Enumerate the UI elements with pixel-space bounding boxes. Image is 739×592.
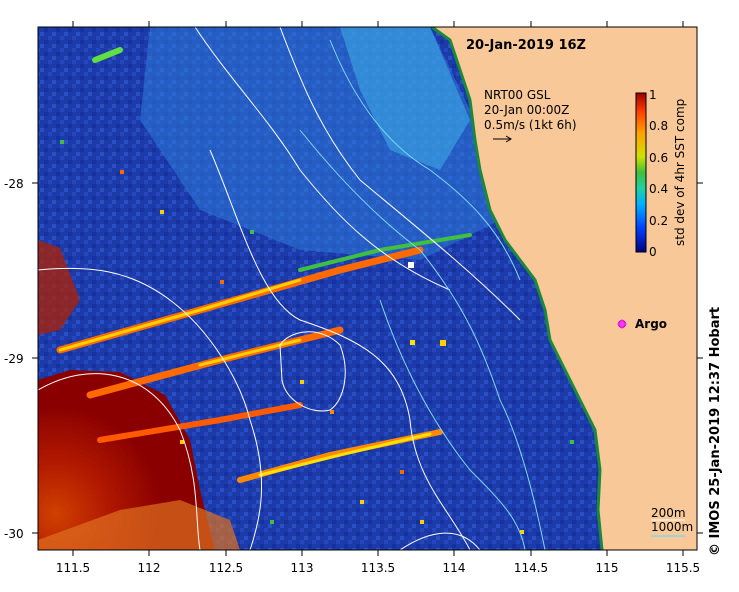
current-scale-arrow (493, 135, 512, 143)
x-tick-label: 114 (443, 561, 466, 575)
current-scale-label: 0.5m/s (1kt 6h) (484, 118, 577, 132)
y-tick-label: -28 (4, 177, 24, 191)
sst-speckles (60, 140, 574, 534)
x-tick-label: 112.5 (209, 561, 243, 575)
colorbar-tick: 0.6 (649, 151, 668, 165)
x-tick-label: 113.5 (361, 561, 395, 575)
x-tick-label: 115 (596, 561, 619, 575)
map-title: 20-Jan-2019 16Z (466, 38, 586, 53)
x-tick-label: 113 (291, 561, 314, 575)
x-axis-ticks (72, 21, 684, 556)
y-axis-ticks (32, 182, 703, 534)
argo-label: Argo (635, 317, 667, 331)
colorbar-tick: 0.2 (649, 214, 668, 228)
x-tick-label: 112 (138, 561, 161, 575)
land-area (432, 27, 697, 550)
colorbar-label: std dev of 4hr SST comp (673, 99, 687, 246)
x-tick-label: 111.5 (56, 561, 90, 575)
y-tick-label: -30 (4, 527, 24, 541)
imos-credit: © IMOS 25-Jan-2019 12:37 Hobart (708, 306, 723, 556)
current-product-label: NRT00 GSL (484, 88, 551, 102)
current-time-label: 20-Jan 00:00Z (484, 103, 569, 117)
plot-frame (37, 26, 698, 551)
coastline (431, 27, 604, 550)
colorbar-tick: 0.8 (649, 119, 668, 133)
y-tick-label: -29 (4, 352, 24, 366)
colorbar-tick: 0 (649, 245, 657, 259)
colorbar (635, 92, 647, 253)
colorbar-tick: 0.4 (649, 182, 668, 196)
x-tick-label: 114.5 (514, 561, 548, 575)
contour-1000m-label: 1000m (651, 520, 693, 534)
contour-200m (299, 39, 546, 550)
colorbar-tick: 1 (649, 88, 657, 102)
map-plot-area (38, 27, 697, 550)
contour-200m-label: 200m (651, 506, 686, 520)
x-tick-label: 115.5 (666, 561, 700, 575)
argo-marker (617, 319, 627, 329)
bathymetry-contours (38, 27, 521, 550)
